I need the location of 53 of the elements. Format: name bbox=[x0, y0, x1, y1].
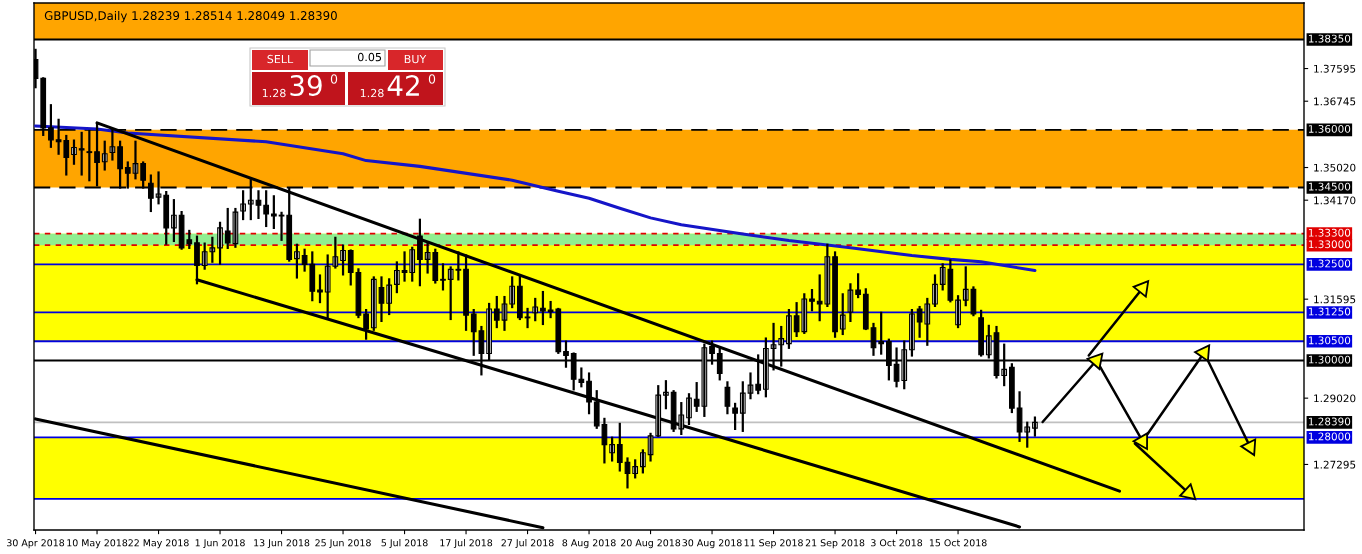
ref-line-label: 1.28390 bbox=[1308, 417, 1351, 426]
y-tick-label: 1.36745 bbox=[1314, 97, 1356, 106]
ref-line-label: 1.32500 bbox=[1308, 259, 1351, 268]
x-tick-label: 22 May 2018 bbox=[128, 539, 189, 549]
x-tick-label: 10 May 2018 bbox=[67, 539, 128, 549]
y-tick-label: 1.29020 bbox=[1314, 394, 1356, 403]
annotation: 0 bbox=[428, 74, 436, 84]
point bbox=[1132, 432, 1149, 450]
annotation: 0 bbox=[330, 74, 338, 84]
line-series bbox=[34, 124, 1037, 273]
y-tick-label: 1.27295 bbox=[1314, 460, 1356, 469]
annotation: BUY bbox=[404, 54, 427, 64]
x-tick-label: 3 Oct 2018 bbox=[871, 539, 923, 547]
ref-line-label: 1.38350 bbox=[1308, 34, 1351, 43]
x-tick-label: 25 Jun 2018 bbox=[315, 539, 371, 549]
x-tick-label: 5 Jul 2018 bbox=[381, 539, 428, 549]
ref-line-label: 1.34500 bbox=[1308, 182, 1351, 191]
ref-line-label: 1.33300 bbox=[1308, 228, 1351, 237]
x-tick-label: 30 Aug 2018 bbox=[682, 539, 742, 549]
annotation: SELL bbox=[267, 54, 294, 64]
point bbox=[1240, 438, 1257, 456]
ref-line-label: 1.28000 bbox=[1308, 432, 1351, 441]
candlestick bbox=[270, 195, 277, 229]
x-tick-label: 27 Jul 2018 bbox=[501, 539, 554, 549]
y-tick-label: 1.31595 bbox=[1314, 295, 1356, 304]
annotation: 1.28 bbox=[262, 88, 286, 98]
x-tick-label: 1 Jun 2018 bbox=[195, 539, 245, 549]
point bbox=[1086, 352, 1104, 370]
x-tick-label: 15 Oct 2018 bbox=[929, 539, 987, 547]
ref-line-label: 1.31250 bbox=[1308, 307, 1351, 316]
candlestick bbox=[317, 274, 323, 304]
ref-line-label: 1.30000 bbox=[1308, 355, 1351, 364]
annotation: 1.28 bbox=[360, 88, 384, 98]
annotation: 0.05 bbox=[357, 52, 382, 62]
x-tick-label: 17 Jul 2018 bbox=[440, 539, 493, 549]
x-tick-label: 13 Jun 2018 bbox=[254, 539, 310, 549]
ref-line-label: 1.36000 bbox=[1308, 124, 1351, 133]
point bbox=[1132, 280, 1150, 298]
annotation: 42 bbox=[387, 75, 419, 96]
point bbox=[1194, 344, 1211, 362]
x-tick-label: 30 Apr 2018 bbox=[7, 539, 65, 549]
ref-line-label: 1.30500 bbox=[1308, 336, 1351, 345]
x-tick-label: 20 Aug 2018 bbox=[620, 539, 681, 549]
y-tick-label: 1.35020 bbox=[1314, 163, 1356, 172]
y-tick-label: 1.34170 bbox=[1314, 196, 1356, 205]
annotation: 39 bbox=[290, 75, 322, 97]
point bbox=[1179, 483, 1197, 501]
x-tick-label: 8 Aug 2018 bbox=[562, 539, 616, 549]
x-tick-label: 21 Sep 2018 bbox=[805, 539, 865, 549]
ref-line-label: 1.33000 bbox=[1308, 240, 1351, 249]
text: GBPUSD,Daily 1.28239 1.28514 1.28049 1.28390 bbox=[44, 10, 337, 23]
x-tick-label: 11 Sep 2018 bbox=[744, 539, 803, 549]
y-tick-label: 1.37595 bbox=[1314, 64, 1356, 73]
